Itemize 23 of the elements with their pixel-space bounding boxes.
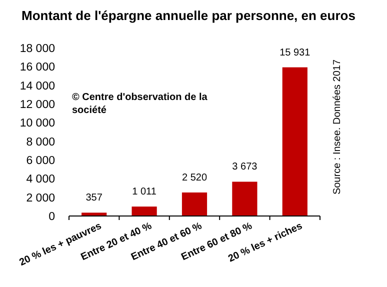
y-tick-label: 16 000	[20, 62, 55, 74]
bar	[182, 192, 208, 216]
y-tick-label: 6 000	[26, 155, 55, 168]
data-label: 3 673	[232, 162, 258, 173]
data-label: 1 011	[132, 186, 157, 198]
y-tick-label: 14 000	[20, 80, 55, 92]
y-tick-label: 4 000	[26, 174, 55, 186]
data-label: 15 931	[280, 47, 311, 58]
y-tick-label: 10 000	[20, 118, 55, 130]
annotation: © Centre d'observation de la société	[72, 92, 208, 116]
bar	[132, 206, 157, 216]
y-tick-label: 0	[48, 211, 55, 224]
bar	[82, 212, 107, 216]
y-tick-label: 8 000	[26, 136, 55, 148]
y-tick-label: 12 000	[20, 99, 55, 112]
data-label: 2 520	[182, 172, 208, 184]
data-label: 357	[86, 192, 103, 204]
bar	[282, 67, 308, 216]
source-note: Source : Insee. Données 2017	[332, 59, 343, 195]
y-tick-label: 2 000	[26, 192, 55, 204]
y-tick-label: 18 000	[20, 43, 55, 56]
bar	[232, 182, 258, 216]
chart-title: Montant de l'épargne annuelle par personne, en euros	[22, 8, 356, 23]
